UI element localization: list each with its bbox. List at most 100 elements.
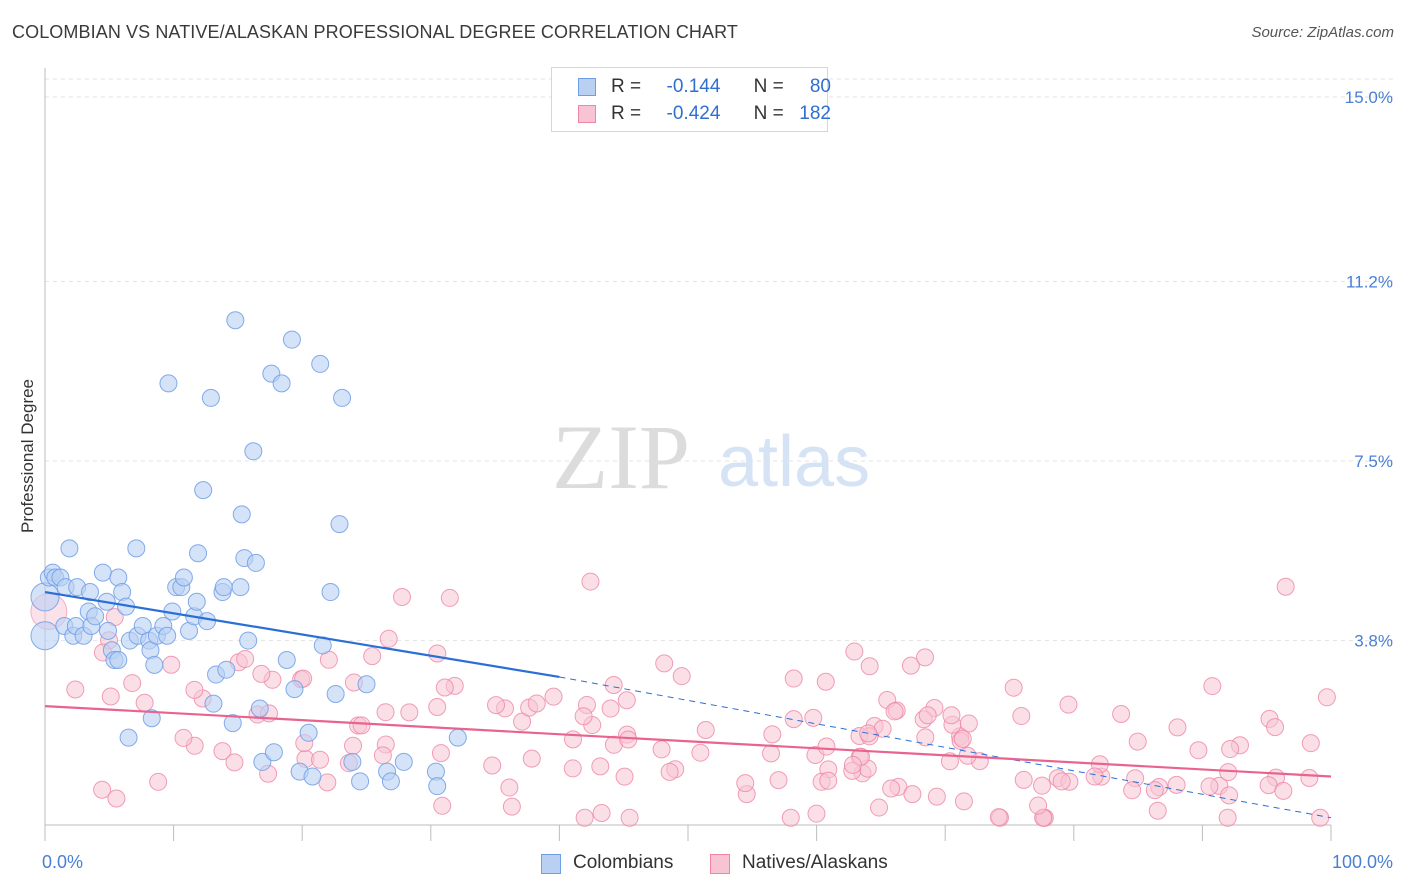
native-point — [107, 789, 126, 808]
colombian-point — [357, 675, 376, 694]
legend-r-label-pink: R = — [611, 103, 642, 124]
native-point — [691, 743, 710, 762]
native-point — [1221, 740, 1240, 759]
native-point — [376, 703, 395, 722]
native-point — [652, 740, 671, 759]
native-point — [953, 729, 972, 748]
native-point — [311, 750, 330, 769]
colombian-point — [60, 539, 79, 558]
colombian-point — [86, 607, 105, 626]
native-point — [123, 674, 142, 693]
colombian-point — [282, 330, 301, 349]
native-point — [1266, 718, 1285, 737]
chart-title: COLOMBIAN VS NATIVE/ALASKAN PROFESSIONAL… — [12, 22, 738, 42]
colombian-point — [333, 388, 352, 407]
legend-n-value-blue: 80 — [809, 76, 831, 97]
native-point — [174, 728, 193, 747]
native-point — [591, 757, 610, 776]
colombian-point — [232, 505, 251, 524]
colombian-point — [381, 772, 400, 791]
colombian-point — [201, 388, 220, 407]
colombian-point — [277, 650, 296, 669]
colombian-point — [127, 539, 146, 558]
native-point — [601, 699, 620, 718]
native-point — [736, 774, 755, 793]
stats-legend: R = -0.144 N = 80 R = -0.424 N = 182 — [551, 67, 831, 132]
native-point — [213, 742, 232, 761]
native-point — [1112, 705, 1131, 724]
native-point — [916, 648, 935, 667]
colombian-point — [311, 354, 330, 373]
colombian-point — [189, 544, 208, 563]
native-point — [1059, 695, 1078, 714]
native-point — [816, 672, 835, 691]
native-point — [502, 797, 521, 816]
legend-r-value-blue: -0.144 — [666, 76, 721, 97]
native-point — [1189, 741, 1208, 760]
native-point — [804, 708, 823, 727]
watermark-atlas: atlas — [718, 422, 870, 502]
colombian-point — [253, 752, 272, 771]
native-point — [918, 706, 937, 725]
x-tick-label-min: 0.0% — [42, 852, 84, 872]
native-point — [940, 752, 959, 771]
native-point — [1220, 786, 1239, 805]
native-point — [1301, 734, 1320, 753]
native-point — [1033, 776, 1052, 795]
colombian-point — [30, 621, 60, 651]
colombian-point — [119, 728, 138, 747]
native-point — [819, 771, 838, 790]
native-point — [252, 664, 271, 683]
native-point — [1203, 677, 1222, 696]
native-point — [483, 756, 502, 775]
y-tick-label: 7.5% — [1354, 452, 1393, 471]
native-point — [1004, 678, 1023, 697]
colombian-point — [109, 650, 128, 669]
native-point — [1145, 781, 1164, 800]
native-point — [784, 669, 803, 688]
colombian-point — [93, 563, 112, 582]
colombian-point — [343, 752, 362, 771]
source-label: Source: ZipAtlas.com — [1251, 24, 1394, 41]
native-point — [672, 667, 691, 686]
colombian-point — [99, 621, 118, 640]
native-point — [435, 678, 454, 697]
native-point — [762, 744, 781, 763]
native-point — [916, 728, 935, 747]
native-point — [1218, 808, 1237, 827]
colombian-point — [272, 374, 291, 393]
colombian-point — [246, 553, 265, 572]
colombians-points — [30, 311, 467, 796]
legend-swatch-blue — [578, 78, 596, 96]
native-point — [620, 808, 639, 827]
colombian-point — [330, 515, 349, 534]
y-tick-labels: 3.8% 7.5% 11.2% 15.0% — [1345, 88, 1393, 651]
native-point — [373, 746, 392, 765]
native-point — [784, 710, 803, 729]
native-point — [544, 687, 563, 706]
colombian-point — [174, 568, 193, 587]
native-point — [162, 655, 181, 674]
natives-trend-line — [44, 704, 1332, 778]
native-point — [101, 687, 120, 706]
legend-swatch-pink — [578, 105, 596, 123]
native-point — [763, 725, 782, 744]
colombian-point — [299, 723, 318, 742]
colombian-point — [394, 752, 413, 771]
colombian-point — [30, 582, 60, 612]
native-point — [615, 767, 634, 786]
native-point — [564, 730, 583, 749]
native-point — [185, 680, 204, 699]
bottom-legend-swatch-blue — [541, 854, 561, 874]
axes — [44, 68, 1332, 841]
native-point — [1085, 767, 1104, 786]
native-point — [696, 721, 715, 740]
colombian-point — [264, 743, 283, 762]
legend-n-value-pink: 182 — [799, 103, 831, 124]
native-point — [769, 771, 788, 790]
native-point — [885, 702, 904, 721]
native-point — [574, 707, 593, 726]
colombian-point — [159, 374, 178, 393]
native-point — [845, 642, 864, 661]
